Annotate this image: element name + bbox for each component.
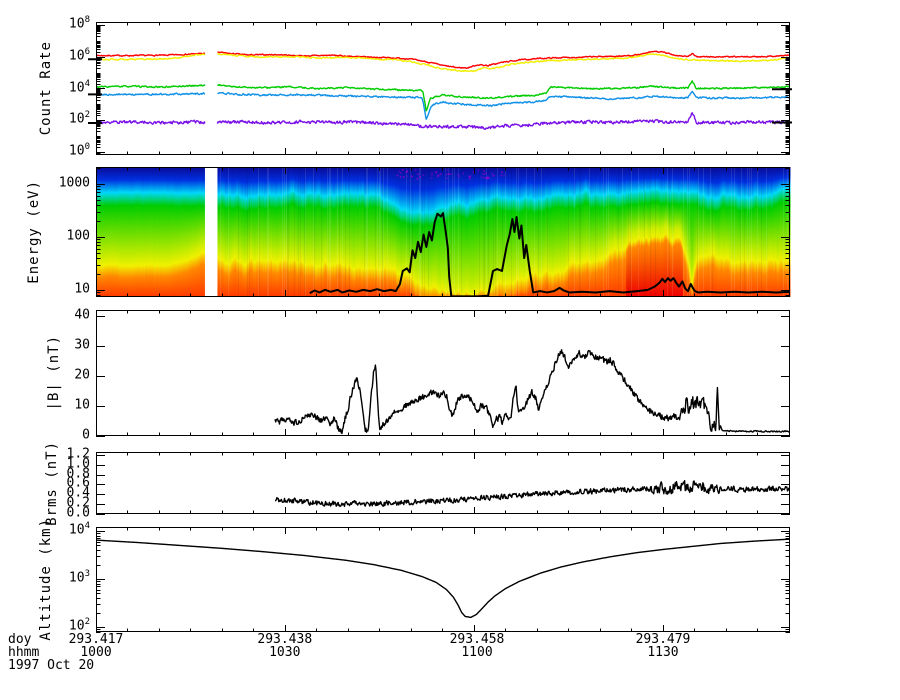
- xtick-label-hhmm: 1030: [269, 645, 301, 660]
- ytick-label-energy-spectrogram: 10: [74, 281, 90, 297]
- ytick-label-brms: 0.6: [66, 475, 90, 491]
- ytick-label-b-field-magnitude: 30: [74, 337, 90, 353]
- ytick-label-count-rate: 106: [68, 46, 90, 64]
- xtick-label-doy: 293.458: [449, 632, 505, 647]
- ytick-label-brms: 1.2: [66, 446, 90, 462]
- ytick-label-b-field-magnitude: 40: [74, 307, 90, 323]
- ytick-label-brms: 1.0: [66, 456, 90, 472]
- footer-row-label-doy: doy: [8, 632, 32, 647]
- ytick-label-altitude: 103: [68, 569, 90, 586]
- ytick-label-brms: 0.8: [66, 466, 90, 482]
- xtick-label-doy: 293.479: [635, 632, 691, 647]
- xtick-label-hhmm: 1100: [461, 645, 493, 660]
- ytick-label-brms: 0.4: [66, 485, 90, 501]
- footer-date-label: 1997 Oct 20: [8, 658, 95, 673]
- ytick-label-altitude: 104: [68, 521, 90, 538]
- ytick-label-count-rate: 102: [68, 110, 90, 127]
- ytick-label-count-rate: 108: [68, 15, 90, 32]
- xtick-label-hhmm: 1130: [647, 645, 679, 660]
- xtick-label-hhmm: 1000: [80, 645, 112, 660]
- ytick-label-b-field-magnitude: 0: [82, 427, 90, 443]
- xtick-label-doy: 293.438: [257, 632, 313, 647]
- ytick-label-brms: 0.0: [66, 505, 90, 521]
- ytick-label-count-rate: 104: [68, 78, 90, 95]
- ytick-label-altitude: 102: [68, 617, 90, 634]
- ytick-label-brms: 0.2: [66, 495, 90, 511]
- ytick-label-b-field-magnitude: 10: [74, 397, 90, 413]
- ytick-label-count-rate: 100: [68, 141, 90, 159]
- footer-row-label-hhmm: hhmm: [8, 645, 40, 660]
- xtick-label-doy: 293.417: [68, 632, 124, 647]
- ytick-label-b-field-magnitude: 20: [74, 367, 90, 383]
- ytick-label-energy-spectrogram: 1000: [58, 175, 90, 191]
- ytick-label-energy-spectrogram: 100: [66, 228, 90, 244]
